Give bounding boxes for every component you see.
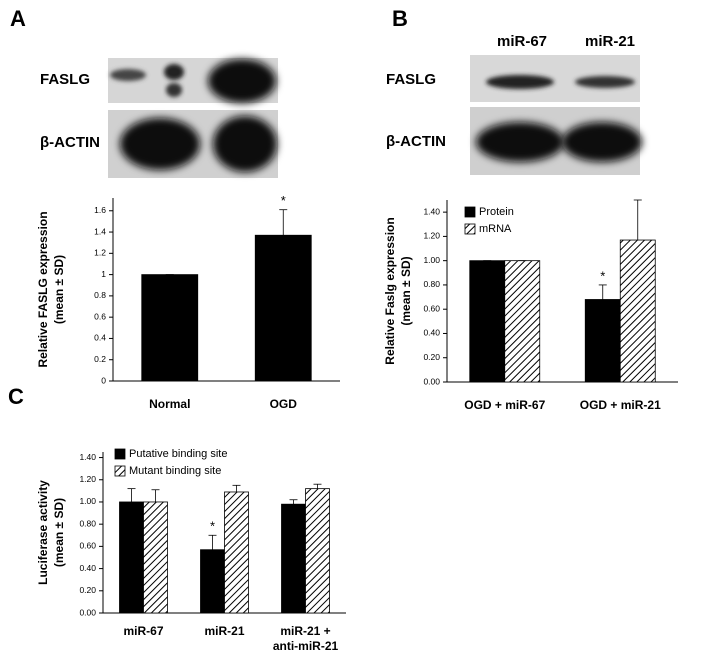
y-axis-label: (mean ± SD): [52, 498, 66, 567]
y-tick-label: 0.40: [423, 328, 440, 338]
y-tick-label: 1: [101, 269, 106, 279]
bar: [504, 260, 541, 383]
bar: [141, 274, 199, 382]
y-tick-label: 0.6: [94, 311, 106, 321]
y-tick-label: 1.40: [79, 452, 96, 462]
legend-label: Putative binding site: [129, 448, 227, 460]
x-tick-label: OGD + miR-67: [464, 398, 545, 412]
y-tick-label: 1.4: [94, 226, 106, 236]
error-bar: [289, 499, 298, 505]
blot-row-label: β-ACTIN: [386, 133, 446, 150]
blot-row-label: FASLG: [40, 71, 90, 88]
error-bar: [633, 199, 642, 241]
y-tick-label: 0.00: [79, 607, 96, 617]
y-tick-label: 0.4: [94, 333, 106, 343]
x-tick-label: miR-21: [204, 624, 244, 638]
legend-label: Protein: [479, 206, 514, 218]
bar: [584, 299, 621, 383]
annotation: *: [281, 193, 286, 208]
x-tick-label: OGD + miR-21: [580, 398, 661, 412]
legend-swatch: [464, 206, 476, 218]
panel-label: B: [392, 6, 408, 31]
y-axis-label: Relative FASLG expression: [36, 211, 50, 367]
y-tick-label: 1.00: [79, 496, 96, 506]
panel-label: C: [8, 384, 24, 409]
bar: [200, 549, 225, 614]
bar: [119, 501, 144, 614]
blot-a: [108, 58, 278, 178]
blot-b: [470, 55, 642, 175]
panel-label: A: [10, 6, 26, 31]
blot-row-label: FASLG: [386, 71, 436, 88]
y-tick-label: 0.80: [79, 518, 96, 528]
legend-swatch: [114, 465, 126, 477]
x-tick-label: miR-21 +: [280, 624, 330, 638]
y-tick-label: 0.60: [79, 541, 96, 551]
y-tick-label: 1.6: [94, 205, 106, 215]
bar: [305, 488, 330, 614]
x-tick-label: Normal: [149, 397, 190, 411]
blot-lane-label: miR-67: [497, 33, 547, 50]
bar: [619, 239, 656, 383]
y-tick-label: 1.40: [423, 206, 440, 216]
error-bar: [232, 484, 241, 492]
y-tick-label: 0: [101, 375, 106, 385]
bar: [224, 491, 249, 614]
y-axis-label: (mean ± SD): [52, 255, 66, 324]
y-tick-label: 0.20: [423, 352, 440, 362]
error-bar: [151, 489, 160, 502]
legend-swatch: [464, 223, 476, 235]
x-tick-label: OGD: [270, 397, 298, 411]
bar: [143, 501, 168, 614]
error-bar: [127, 488, 136, 502]
x-tick-label: anti-miR-21: [273, 639, 339, 653]
blot-row-label: β-ACTIN: [40, 134, 100, 151]
y-axis-label: Luciferase activity: [36, 480, 50, 585]
annotation: *: [600, 268, 605, 283]
y-tick-label: 0.60: [423, 303, 440, 313]
y-tick-label: 0.20: [79, 585, 96, 595]
annotation: *: [210, 519, 215, 534]
y-axis-label: (mean ± SD): [399, 256, 413, 325]
error-bar: [279, 209, 288, 236]
y-tick-label: 1.2: [94, 248, 106, 258]
error-bar: [598, 284, 607, 300]
y-tick-label: 0.8: [94, 290, 106, 300]
error-bar: [208, 534, 217, 550]
error-bar: [313, 483, 322, 489]
y-tick-label: 1.20: [79, 474, 96, 484]
bar: [254, 234, 312, 382]
y-tick-label: 0.80: [423, 279, 440, 289]
bar: [281, 503, 306, 614]
y-axis-label: Relative Faslg expression: [383, 217, 397, 364]
legend-label: Mutant binding site: [129, 465, 221, 477]
bar: [469, 260, 506, 383]
y-tick-label: 0.00: [423, 376, 440, 386]
legend-label: mRNA: [479, 223, 512, 235]
y-tick-label: 1.20: [423, 231, 440, 241]
blot-lane-label: miR-21: [585, 33, 635, 50]
x-tick-label: miR-67: [123, 624, 163, 638]
y-tick-label: 0.2: [94, 354, 106, 364]
y-tick-label: 1.00: [423, 255, 440, 265]
legend-swatch: [114, 448, 126, 460]
y-tick-label: 0.40: [79, 563, 96, 573]
